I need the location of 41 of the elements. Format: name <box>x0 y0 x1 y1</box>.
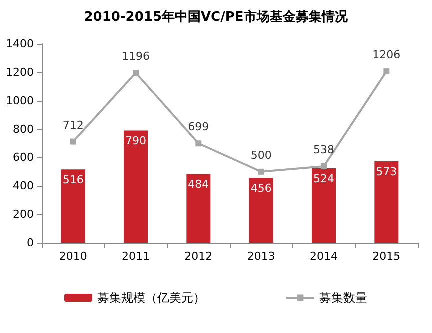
point <box>70 138 76 145</box>
point <box>384 68 390 75</box>
bar <box>374 162 399 243</box>
y-tick-label: 1400 <box>6 38 34 50</box>
y-tick-label: 600 <box>13 151 34 164</box>
data-label: 790 <box>126 134 146 148</box>
x-tick-label: 2014 <box>310 250 338 263</box>
y-tick-label: 1000 <box>6 94 34 108</box>
data-label: 500 <box>250 148 272 162</box>
y-tick-label: 200 <box>13 208 34 222</box>
x-tick-label: 2015 <box>372 250 401 263</box>
x-tick-label: 2011 <box>122 250 150 263</box>
x-tick-label: 2010 <box>59 250 88 263</box>
data-label: 524 <box>314 172 334 186</box>
bar <box>61 170 86 243</box>
data-label: 1206 <box>372 48 401 62</box>
legend-label: 募集规模（亿美元） <box>98 291 206 305</box>
y-tick-label: 400 <box>13 180 34 193</box>
bar <box>312 168 336 243</box>
point <box>258 168 264 175</box>
data-label: 712 <box>62 118 84 132</box>
data-label: 1196 <box>122 50 150 63</box>
chart-title: 2010-2015年中国VC/PE市场基金募集情况 <box>84 9 349 25</box>
data-label: 456 <box>250 182 272 196</box>
point <box>133 70 139 76</box>
legend-label: 募集数量 <box>320 291 368 305</box>
data-label: 516 <box>62 174 84 187</box>
x-tick-label: 2013 <box>247 250 276 263</box>
point <box>321 164 327 170</box>
y-tick-label: 1200 <box>6 66 34 79</box>
bar <box>186 174 211 243</box>
point <box>196 140 202 147</box>
x-tick-label: 2012 <box>184 250 213 263</box>
data-label: 699 <box>188 120 210 134</box>
y-tick-label: 0 <box>27 236 34 250</box>
data-label: 484 <box>188 178 210 192</box>
y-tick-label: 800 <box>13 122 34 136</box>
data-label: 538 <box>314 144 334 157</box>
bar <box>124 130 148 243</box>
bar <box>249 178 274 243</box>
data-label: 573 <box>376 166 398 179</box>
